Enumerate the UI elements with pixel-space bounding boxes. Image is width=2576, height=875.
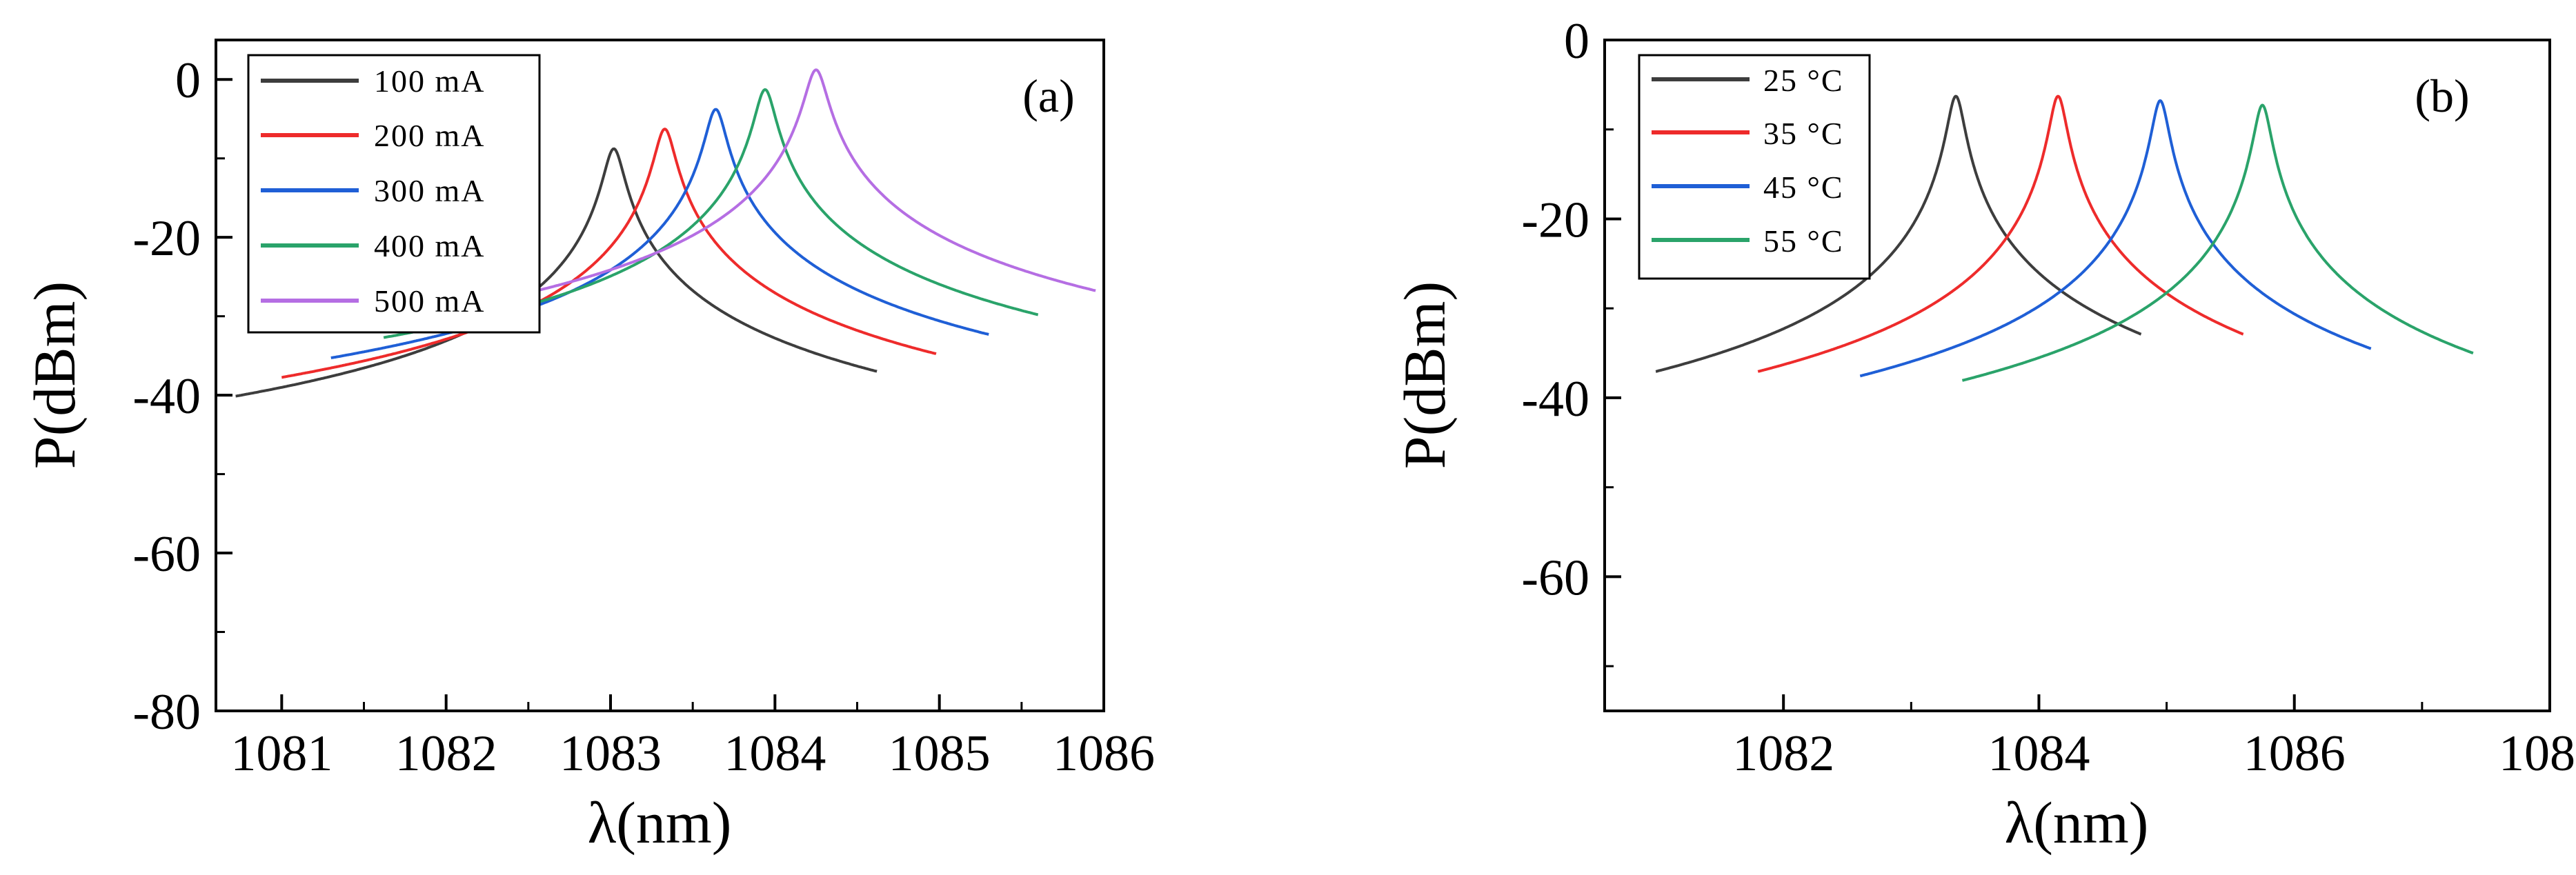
panel-b: 1082 1084 1086 1088 0 -20 -40 -60 (b) λ(nm) P(d…: [1391, 13, 2576, 856]
x-tick-label: 1084: [724, 725, 826, 782]
panel-b-label: (b): [2415, 70, 2469, 122]
x-tick-label: 1088: [2499, 725, 2576, 782]
legend-label: 400 mA: [374, 228, 486, 263]
legend-label: 45 °C: [1763, 170, 1844, 205]
series-line-300-ma: [330, 108, 989, 359]
x-tick-label: 1086: [2243, 725, 2346, 782]
panel-a-x-axis-title: λ(nm): [588, 789, 732, 856]
legend-label: 25 °C: [1763, 63, 1844, 98]
series-line-35-c: [1757, 94, 2244, 373]
panel-a: 1081 1082 1083 1084 1085 1086 0 -20 -40 -60 -80 (a…: [21, 39, 1155, 856]
legend-label: 100 mA: [374, 63, 486, 99]
y-tick-label: 0: [1564, 13, 1589, 70]
x-tick-label: 1086: [1053, 725, 1155, 782]
series-line-45-c: [1859, 99, 2372, 378]
panel-b-series-group: [1655, 94, 2474, 382]
panel-b-x-axis-title: λ(nm): [2005, 789, 2149, 856]
panel-b-y-axis-title: P(dBm): [1391, 281, 1458, 469]
x-tick-label: 1085: [889, 725, 991, 782]
legend-label: 200 mA: [374, 118, 486, 153]
x-tick-label: 1082: [395, 725, 497, 782]
series-line-200-ma: [281, 128, 937, 379]
y-tick-label: 0: [175, 52, 201, 109]
panel-a-ticks: 1081 1082 1083 1084 1085 1086 0 -20 -40 -60 -80: [132, 52, 1155, 782]
panel-a-legend: 100 mA 200 mA 300 mA 400 mA 500 mA: [247, 54, 541, 334]
panel-a-legend-box: [247, 54, 541, 334]
y-tick-label: -40: [1521, 371, 1589, 428]
series-line-100-ma: [235, 147, 878, 398]
series-line-500-ma: [433, 68, 1096, 314]
panel-a-y-axis-title: P(dBm): [21, 281, 88, 469]
panel-a-plot-frame: [215, 39, 1105, 712]
x-tick-label: 1084: [1988, 725, 2090, 782]
legend-label: 300 mA: [374, 173, 486, 208]
x-tick-label: 1083: [559, 725, 662, 782]
panel-b-ticks: 1082 1084 1086 1088 0 -20 -40 -60: [1521, 13, 2576, 782]
y-tick-label: -20: [132, 210, 201, 267]
y-tick-label: -80: [132, 684, 201, 741]
y-tick-label: -20: [1521, 192, 1589, 248]
y-tick-label: -60: [132, 526, 201, 583]
panel-b-plot-frame: [1603, 39, 2551, 712]
series-line-55-c: [1961, 103, 2474, 382]
x-tick-label: 1082: [1732, 725, 1834, 782]
panel-a-label: (a): [1022, 70, 1074, 122]
legend-label: 500 mA: [374, 283, 486, 319]
y-tick-label: -40: [132, 368, 201, 425]
panel-b-legend: 25 °C 35 °C 45 °C 55 °C: [1638, 54, 1871, 280]
legend-label: 55 °C: [1763, 223, 1844, 259]
x-tick-label: 1081: [230, 725, 333, 782]
y-tick-label: -60: [1521, 550, 1589, 606]
legend-label: 35 °C: [1763, 116, 1844, 151]
